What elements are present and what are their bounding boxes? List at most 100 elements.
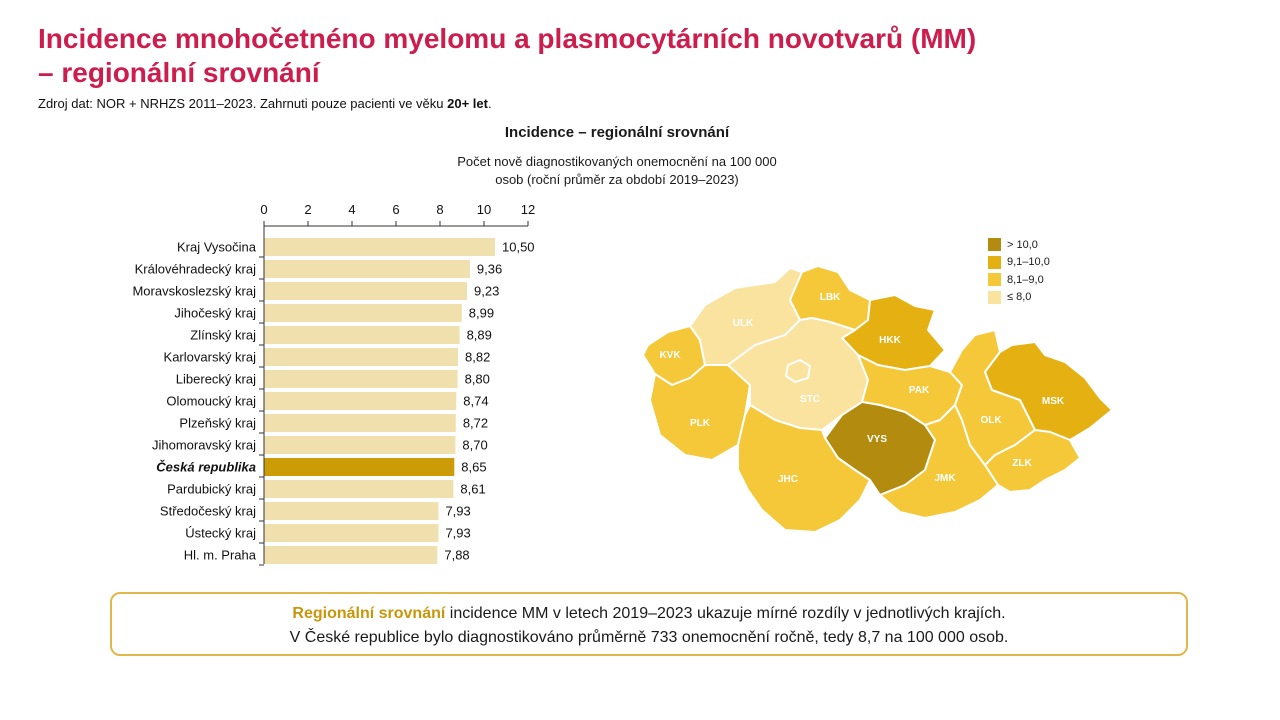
source-age-bold: 20+ let [447, 96, 488, 111]
source-end: . [487, 96, 492, 111]
data-label: 8,99 [469, 306, 494, 321]
category-label: Středočeský kraj [160, 504, 256, 519]
legend-item: ≤ 8,0 [988, 289, 1050, 307]
data-source-note: Zdroj dat: NOR + NRHZS 2011–2023. Zahrnu… [38, 96, 492, 111]
data-label: 8,74 [463, 394, 488, 409]
data-label: 8,72 [463, 416, 488, 431]
source-text: Zdroj dat: NOR + NRHZS 2011–2023. Zahrnu… [38, 96, 448, 111]
bar [264, 238, 495, 256]
x-tick-label: 6 [392, 202, 399, 217]
map-label-vys: VYS [867, 434, 887, 445]
bar [264, 502, 439, 520]
map-label-jmk: JMK [934, 473, 956, 484]
legend-item: > 10,0 [988, 236, 1050, 254]
bar [264, 524, 439, 542]
summary-highlight: Regionální srovnání [292, 605, 446, 622]
category-label: Česká republika [156, 460, 256, 475]
category-label: Olomoucký kraj [166, 394, 256, 409]
x-tick-label: 2 [304, 202, 311, 217]
data-label: 8,65 [461, 460, 486, 475]
bar [264, 370, 458, 388]
legend-swatch [988, 238, 1001, 252]
map-legend: > 10,0 9,1–10,0 8,1–9,0 ≤ 8,0 [988, 236, 1050, 306]
bar [264, 436, 456, 454]
x-tick-label: 8 [436, 202, 443, 217]
data-label: 9,36 [477, 262, 502, 277]
czech-regions-map: KVK ULK LBK HKK PLK STC PAK VYS JHC JMK … [642, 265, 1113, 533]
category-label: Jihočeský kraj [174, 306, 256, 321]
map-label-lbk: LBK [820, 292, 841, 303]
chart-subtitle: Počet nově diagnostikovaných onemocnění … [392, 153, 842, 189]
bar [264, 414, 456, 432]
data-label: 10,50 [502, 240, 535, 255]
bar [264, 392, 457, 410]
category-label: Ústecký kraj [185, 526, 256, 541]
bar [264, 260, 470, 278]
x-tick-label: 12 [521, 202, 535, 217]
category-label: Královéhradecký kraj [135, 262, 256, 277]
map-label-olk: OLK [980, 415, 1002, 426]
category-label: Karlovarský kraj [164, 350, 257, 365]
legend-label: 8,1–9,0 [1007, 273, 1044, 286]
page-title-line2: – regionální srovnání [38, 57, 320, 88]
map-label-kvk: KVK [659, 350, 681, 361]
legend-swatch [988, 290, 1001, 304]
map-label-jhc: JHC [778, 474, 798, 485]
map-label-pak: PAK [909, 385, 930, 396]
legend-swatch [988, 273, 1001, 287]
map-label-stc: STC [800, 394, 820, 405]
data-label: 8,80 [465, 372, 490, 387]
map-region-zlk [984, 429, 1081, 493]
legend-swatch [988, 255, 1001, 269]
bar [264, 282, 468, 300]
x-tick-label: 0 [260, 202, 267, 217]
legend-item: 8,1–9,0 [988, 271, 1050, 289]
category-label: Kraj Vysočina [177, 240, 257, 255]
category-label: Zlínský kraj [190, 328, 256, 343]
map-label-ulk: ULK [733, 318, 754, 329]
category-label: Hl. m. Praha [184, 548, 257, 563]
summary-line1-rest: incidence MM v letech 2019–2023 ukazuje … [445, 605, 1006, 622]
data-label: 8,89 [467, 328, 492, 343]
data-label: 7,93 [445, 504, 470, 519]
legend-label: > 10,0 [1007, 238, 1038, 251]
bar [264, 304, 462, 322]
x-tick-label: 10 [477, 202, 491, 217]
data-label: 8,61 [460, 482, 485, 497]
data-label: 7,93 [445, 526, 470, 541]
map-label-zlk: ZLK [1012, 458, 1032, 469]
chart-subtitle-line1: Počet nově diagnostikovaných onemocnění … [457, 154, 777, 169]
chart-title: Incidence – regionální srovnání [504, 124, 730, 141]
page-title-line1: Incidence mnohočetnéno myelomu a plasmoc… [38, 23, 977, 54]
map-label-hkk: HKK [879, 335, 901, 346]
data-label: 8,82 [465, 350, 490, 365]
legend-label: 9,1–10,0 [1007, 256, 1050, 269]
bar-chart: 0 2 4 6 8 10 12 Kraj Vysočina 10,50 Královéhradec… [132, 202, 535, 566]
category-label: Plzeňský kraj [179, 416, 256, 431]
map-region-jhc [737, 404, 871, 533]
category-label: Liberecký kraj [176, 372, 256, 387]
bar [264, 348, 459, 366]
page-title: Incidence mnohočetnéno myelomu a plasmoc… [38, 22, 1138, 90]
bar [264, 480, 454, 498]
map-label-plk: PLK [690, 418, 711, 429]
bar [264, 326, 460, 344]
legend-item: 9,1–10,0 [988, 254, 1050, 272]
data-label: 7,88 [444, 548, 469, 563]
summary-line2: V České republice bylo diagnostikováno p… [289, 629, 1009, 646]
map-region-msk [984, 341, 1113, 441]
data-label: 9,23 [474, 284, 499, 299]
category-label: Jihomoravský kraj [152, 438, 256, 453]
category-label: Pardubický kraj [167, 482, 256, 497]
bar [264, 546, 438, 564]
map-region-prague [785, 359, 811, 383]
chart-subtitle-line2: osob (roční průměr za období 2019–2023) [495, 172, 739, 187]
map-label-msk: MSK [1042, 396, 1065, 407]
category-label: Moravskoslezský kraj [132, 284, 256, 299]
summary-line1: Regionální srovnání incidence MM v letec… [112, 602, 1186, 626]
data-label: 8,70 [462, 438, 487, 453]
summary-note-box: Regionální srovnání incidence MM v letec… [110, 592, 1188, 656]
bar [264, 458, 455, 476]
x-tick-label: 4 [348, 202, 355, 217]
legend-label: ≤ 8,0 [1007, 291, 1032, 304]
